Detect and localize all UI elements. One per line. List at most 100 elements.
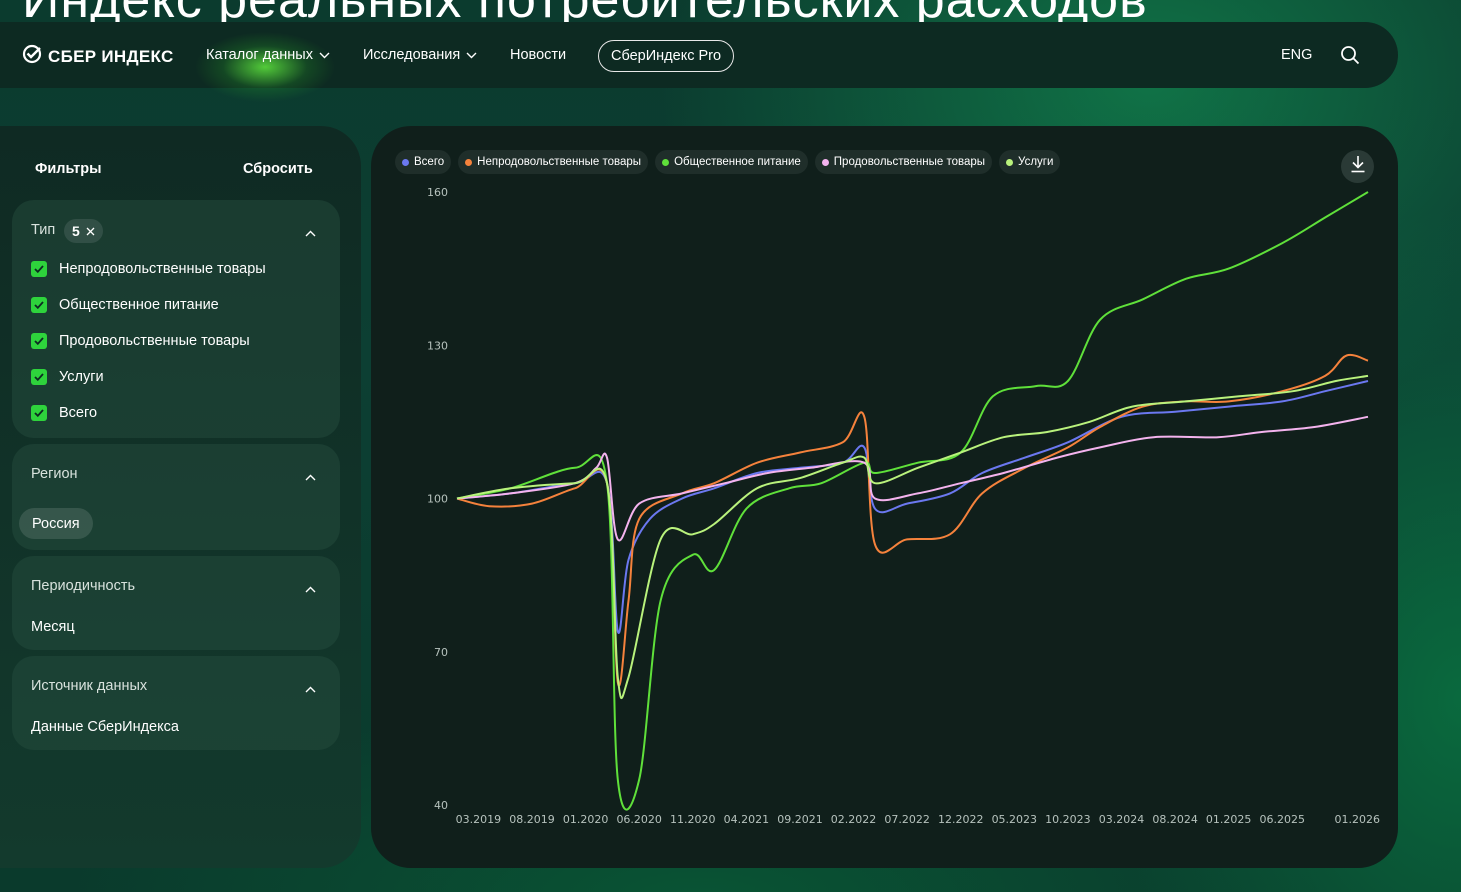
type-option-services[interactable]: Услуги (31, 369, 104, 385)
checkbox-checked-icon[interactable] (31, 297, 47, 313)
checkbox-checked-icon[interactable] (31, 405, 47, 421)
chevron-up-icon (305, 680, 316, 697)
language-switch[interactable]: ENG (1281, 47, 1313, 63)
y-tick-label: 130 (427, 339, 448, 352)
series-line-3[interactable] (456, 415, 1369, 542)
legend-label: Общественное питание (674, 156, 801, 168)
region-filter-card: Регион Россия (12, 444, 340, 550)
source-filter-card: Источник данных Данные СберИндекса (12, 656, 340, 750)
chart-panel: 40 70 100 130 160 03.2019 08.2019 01.2020 06.202… (371, 126, 1398, 868)
checkbox-checked-icon[interactable] (31, 333, 47, 349)
sber-logo-icon (22, 44, 42, 69)
x-tick-label: 05.2023 (992, 813, 1038, 826)
series-line-1[interactable] (456, 353, 1369, 687)
legend-dot-icon (1006, 158, 1014, 166)
logo-text: СБЕР ИНДЕКС (48, 46, 174, 66)
type-option-label: Услуги (59, 369, 104, 385)
x-tick-label: 06.2020 (616, 813, 662, 826)
close-icon (86, 223, 95, 239)
top-navigation-bar: СБЕР ИНДЕКС Каталог данных Исследования … (0, 22, 1398, 102)
collapse-type-button[interactable] (305, 224, 316, 242)
logo[interactable]: СБЕР ИНДЕКС (22, 44, 174, 69)
legend-dot-icon (821, 158, 829, 166)
legend-label: Непродовольственные товары (477, 156, 642, 168)
x-tick-label: 02.2022 (831, 813, 877, 826)
source-value[interactable]: Данные СберИндекса (31, 719, 179, 735)
download-button[interactable] (1341, 150, 1374, 183)
filters-sidebar: Фильтры Сбросить Тип 5 Непродовольственн… (0, 126, 361, 868)
search-icon (1340, 46, 1360, 69)
nav-research-label: Исследования (363, 47, 461, 63)
periodicity-value[interactable]: Месяц (31, 619, 75, 635)
checkbox-checked-icon[interactable] (31, 261, 47, 277)
nav-news[interactable]: Новости (510, 47, 566, 63)
legend-item-services[interactable]: Услуги (999, 150, 1061, 174)
x-tick-label: 09.2021 (777, 813, 823, 826)
x-tick-label: 01.2020 (563, 813, 609, 826)
legend-label: Всего (414, 156, 445, 168)
legend-item-food[interactable]: Продовольственные товары (814, 150, 993, 174)
download-icon (1350, 155, 1366, 178)
x-tick-label: 11.2020 (670, 813, 716, 826)
legend-dot-icon (662, 158, 670, 166)
chevron-up-icon (305, 580, 316, 597)
line-chart: 40 70 100 130 160 03.2019 08.2019 01.2020 06.202… (427, 186, 1380, 826)
nav-highlight-glow (195, 32, 345, 102)
y-tick-label: 40 (434, 799, 448, 812)
legend-label: Услуги (1018, 156, 1054, 168)
x-tick-label: 08.2024 (1152, 813, 1198, 826)
periodicity-filter-title: Периодичность (31, 578, 136, 594)
type-option-label: Всего (59, 405, 98, 421)
nav-news-label: Новости (510, 47, 567, 63)
type-count-badge[interactable]: 5 (64, 219, 103, 243)
type-option-label: Непродовольственные товары (59, 261, 266, 277)
type-count: 5 (72, 223, 80, 239)
legend-item-nonfood[interactable]: Непродовольственные товары (458, 150, 649, 174)
x-tick-label: 08.2019 (509, 813, 555, 826)
y-tick-label: 70 (434, 646, 448, 659)
x-tick-label: 04.2021 (724, 813, 770, 826)
collapse-region-button[interactable] (305, 468, 316, 486)
chevron-down-icon (466, 47, 477, 63)
chevron-up-icon (305, 468, 316, 485)
periodicity-filter-card: Периодичность Месяц (12, 556, 340, 650)
type-option-food[interactable]: Продовольственные товары (31, 333, 250, 349)
region-chip[interactable]: Россия (19, 508, 93, 539)
legend-item-total[interactable]: Всего (395, 150, 452, 174)
chevron-down-icon (319, 47, 330, 63)
series-line-2[interactable] (456, 191, 1369, 811)
x-tick-label: 06.2025 (1260, 813, 1306, 826)
x-tick-label: 10.2023 (1045, 813, 1091, 826)
sberindex-pro-button[interactable]: СберИндекс Pro (598, 40, 735, 72)
type-option-nonfood[interactable]: Непродовольственные товары (31, 261, 266, 277)
type-option-catering[interactable]: Общественное питание (31, 297, 219, 313)
reset-filters-button[interactable]: Сбросить (243, 161, 313, 177)
series-line-4[interactable] (456, 374, 1369, 700)
x-tick-label: 03.2019 (456, 813, 502, 826)
nav-catalog[interactable]: Каталог данных (206, 47, 330, 63)
chart-legend: Всего Непродовольственные товары Обществ… (395, 150, 1061, 174)
y-tick-label: 100 (427, 493, 448, 506)
collapse-periodicity-button[interactable] (305, 580, 316, 598)
x-tick-label: 07.2022 (884, 813, 930, 826)
x-tick-label: 03.2024 (1099, 813, 1145, 826)
x-tick-label: 01.2025 (1206, 813, 1252, 826)
source-filter-title: Источник данных (31, 678, 148, 694)
search-button[interactable] (1340, 45, 1360, 70)
legend-item-catering[interactable]: Общественное питание (655, 150, 808, 174)
region-filter-title: Регион (31, 466, 78, 482)
type-option-label: Общественное питание (59, 297, 219, 313)
y-tick-label: 160 (427, 186, 448, 199)
nav-research[interactable]: Исследования (363, 47, 477, 63)
type-option-label: Продовольственные товары (59, 333, 250, 349)
series-line-0[interactable] (456, 380, 1369, 634)
collapse-source-button[interactable] (305, 680, 316, 698)
filters-title: Фильтры (35, 161, 102, 177)
checkbox-checked-icon[interactable] (31, 369, 47, 385)
type-filter-title: Тип (31, 222, 56, 238)
legend-label: Продовольственные товары (833, 156, 986, 168)
nav-catalog-label: Каталог данных (206, 47, 313, 63)
type-filter-card: Тип 5 Непродовольственные товары Обществ… (12, 200, 340, 438)
type-option-total[interactable]: Всего (31, 405, 97, 421)
chevron-up-icon (305, 224, 316, 241)
